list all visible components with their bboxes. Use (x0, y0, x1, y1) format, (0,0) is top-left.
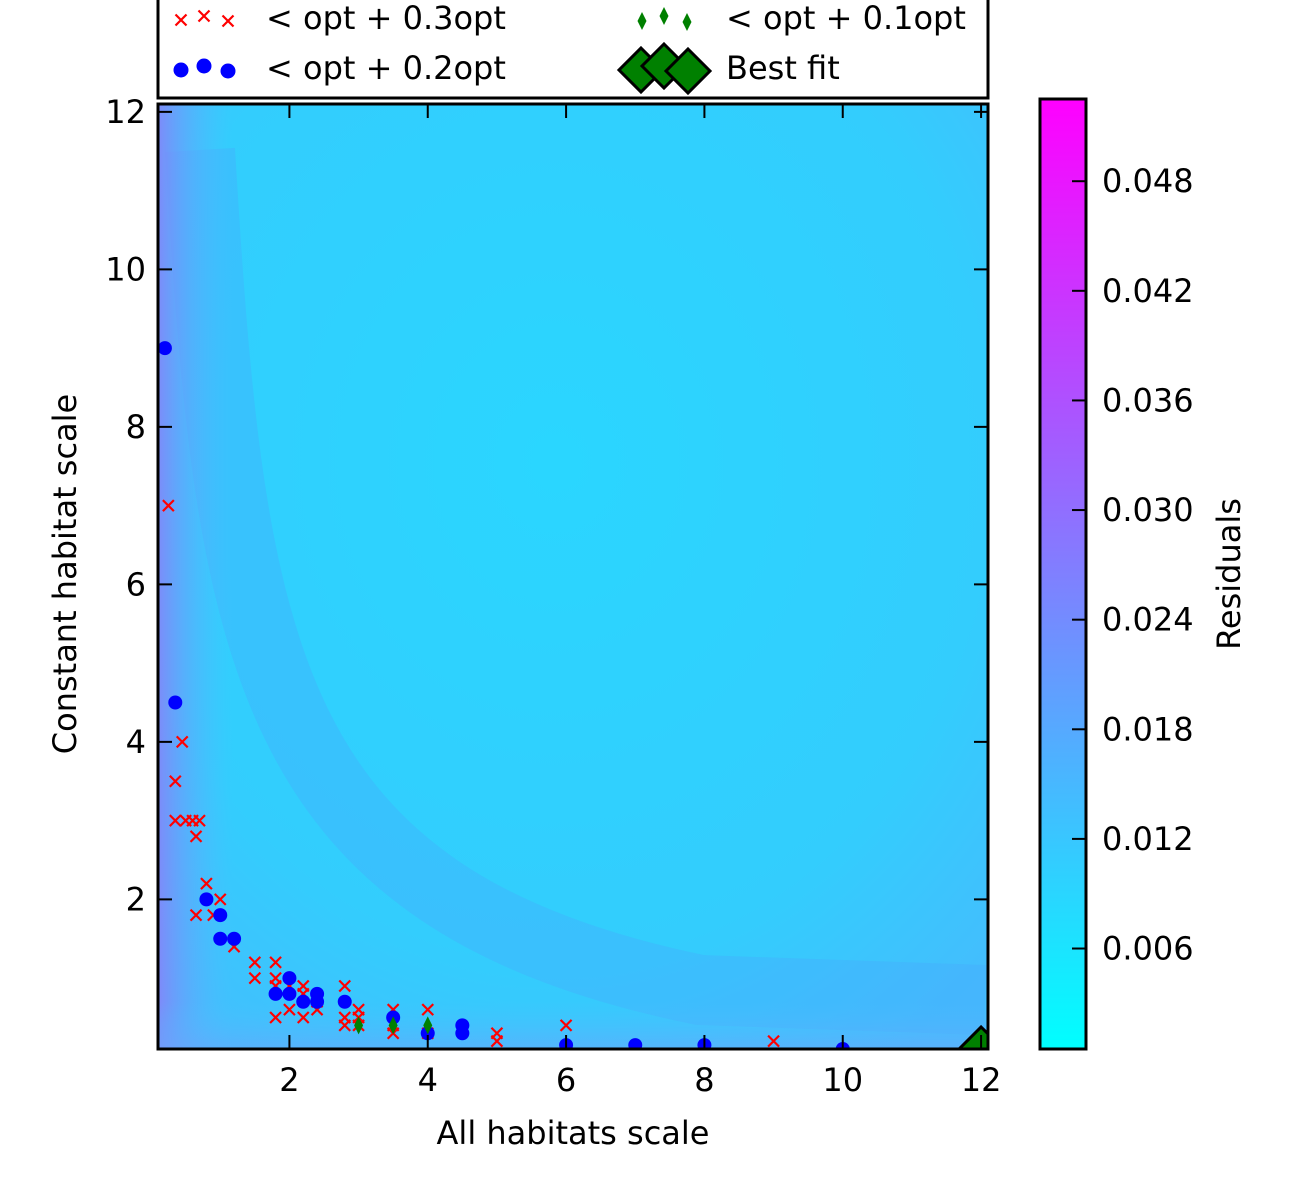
legend-label-2: < opt + 0.2opt (266, 49, 506, 87)
legend-marker-opt-0.3 (174, 13, 188, 27)
x-tick-label: 6 (556, 1061, 576, 1099)
legend-marker-opt-0.2 (220, 63, 236, 79)
colorbar-tick-label: 0.006 (1102, 930, 1194, 968)
legend-marker-opt-0.2 (196, 58, 212, 74)
point-opt-0.3 (248, 971, 262, 985)
point-opt-0.3 (200, 877, 213, 890)
y-tick-label: 6 (126, 565, 146, 603)
point-opt-0.3 (296, 1011, 310, 1024)
heatmap-bottom-edge (158, 104, 988, 1049)
point-opt-0.3 (490, 1034, 504, 1048)
legend-label-0: < opt + 0.3opt (266, 0, 506, 37)
point-opt-0.3 (169, 774, 182, 788)
colorbar-tick-label: 0.042 (1102, 272, 1194, 310)
heatmap-field (158, 104, 988, 1049)
point-opt-0.2 (199, 892, 214, 907)
colorbar-ticks: 0.006 0.012 0.018 0.024 0.030 0.036 0.042 0.048 (1072, 162, 1194, 968)
point-opt-0.3 (189, 908, 203, 922)
point-opt-0.2 (213, 931, 228, 946)
point-opt-0.3 (421, 1003, 435, 1016)
point-opt-0.3 (162, 499, 175, 512)
y-tick-label: 4 (126, 723, 146, 761)
point-opt-0.3 (559, 1019, 573, 1032)
y-tick-label: 10 (105, 250, 146, 288)
point-opt-0.2 (337, 994, 352, 1009)
point-opt-0.2 (628, 1038, 643, 1049)
point-opt-0.3 (213, 893, 227, 906)
point-opt-0.3 (169, 814, 182, 827)
point-opt-0.3 (338, 979, 352, 993)
colorbar-tick-label: 0.048 (1102, 162, 1194, 200)
point-opt-0.3 (767, 1034, 780, 1048)
colorbar-tick-label: 0.024 (1102, 601, 1194, 639)
point-opt-0.2 (268, 986, 283, 1001)
point-opt-0.2 (213, 908, 228, 923)
point-opt-0.3 (175, 735, 189, 749)
x-tick-label: 12 (961, 1061, 1002, 1099)
point-opt-0.1 (388, 1016, 398, 1035)
colorbar-tick-label: 0.012 (1102, 820, 1194, 858)
point-opt-0.2 (227, 931, 242, 946)
point-opt-0.2 (296, 994, 311, 1009)
colorbar-tick-label: 0.030 (1102, 491, 1194, 529)
colorbar-tick-label: 0.018 (1102, 710, 1194, 748)
x-axis-label: All habitats scale (437, 1114, 710, 1152)
legend-marker-opt-0.1 (682, 13, 692, 31)
x-axis-ticks: 2 4 6 8 10 12 (279, 104, 1001, 1099)
x-tick-label: 2 (279, 1061, 299, 1099)
y-axis-label: Constant habitat scale (46, 394, 84, 754)
legend-marker-best-fit (663, 46, 713, 96)
point-opt-0.3 (269, 1011, 282, 1024)
legend-marker-opt-0.1 (659, 7, 669, 25)
colorbar-tick-label: 0.036 (1102, 381, 1194, 419)
point-opt-0.1 (423, 1016, 433, 1035)
point-opt-0.2 (168, 695, 183, 710)
point-opt-0.3 (189, 830, 203, 843)
point-opt-0.2 (158, 341, 172, 356)
legend-markers (173, 7, 713, 96)
y-tick-label: 2 (126, 880, 146, 918)
y-tick-label: 12 (105, 93, 146, 131)
x-tick-label: 10 (822, 1061, 863, 1099)
legend-marker-opt-0.3 (197, 9, 211, 23)
point-opt-0.3 (338, 1019, 352, 1032)
colorbar-gradient (1038, 97, 1088, 1051)
legend-marker-opt-0.3 (221, 14, 235, 28)
point-opt-0.2 (455, 1026, 470, 1041)
point-opt-0.3 (248, 956, 262, 969)
legend: < opt + 0.3opt < opt + 0.1opt < opt + 0.… (156, 0, 990, 100)
legend-label-3: Best fit (726, 49, 840, 87)
point-opt-0.2 (282, 971, 297, 986)
plot-frame (156, 102, 990, 1051)
point-opt-0.3 (193, 814, 206, 827)
colorbar: 0.006 0.012 0.018 0.024 0.030 0.036 0.042 0.048… (1038, 97, 1248, 1051)
scatter-marks (158, 341, 988, 1049)
legend-marker-opt-0.1 (637, 12, 647, 30)
point-opt-0.1 (354, 1016, 364, 1035)
x-tick-label: 4 (418, 1061, 438, 1099)
x-tick-label: 8 (694, 1061, 714, 1099)
point-opt-0.3 (269, 956, 282, 969)
y-tick-label: 8 (126, 408, 146, 446)
colorbar-label: Residuals (1210, 498, 1248, 650)
legend-box (156, 0, 990, 100)
legend-label-1: < opt + 0.1opt (726, 0, 966, 37)
y-axis-ticks: 2 4 6 8 10 12 (105, 93, 988, 918)
point-opt-0.2 (282, 986, 297, 1001)
point-opt-0.2 (310, 994, 325, 1009)
legend-marker-opt-0.2 (173, 62, 189, 78)
point-opt-0.3 (283, 1003, 296, 1016)
